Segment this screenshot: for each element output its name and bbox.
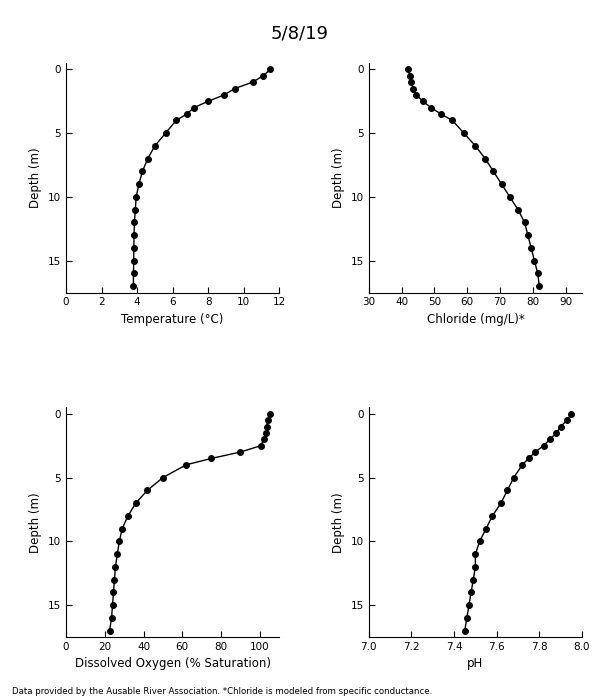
Text: 5/8/19: 5/8/19	[271, 25, 329, 43]
Text: Data provided by the Ausable River Association. *Chloride is modeled from specif: Data provided by the Ausable River Assoc…	[12, 687, 432, 696]
X-axis label: Chloride (mg/L)*: Chloride (mg/L)*	[427, 313, 524, 326]
Y-axis label: Depth (m): Depth (m)	[29, 492, 43, 552]
X-axis label: Temperature (°C): Temperature (°C)	[121, 313, 224, 326]
Y-axis label: Depth (m): Depth (m)	[332, 492, 345, 552]
X-axis label: Dissolved Oxygen (% Saturation): Dissolved Oxygen (% Saturation)	[74, 657, 271, 671]
Y-axis label: Depth (m): Depth (m)	[29, 148, 43, 208]
X-axis label: pH: pH	[467, 657, 484, 671]
Y-axis label: Depth (m): Depth (m)	[332, 148, 345, 208]
